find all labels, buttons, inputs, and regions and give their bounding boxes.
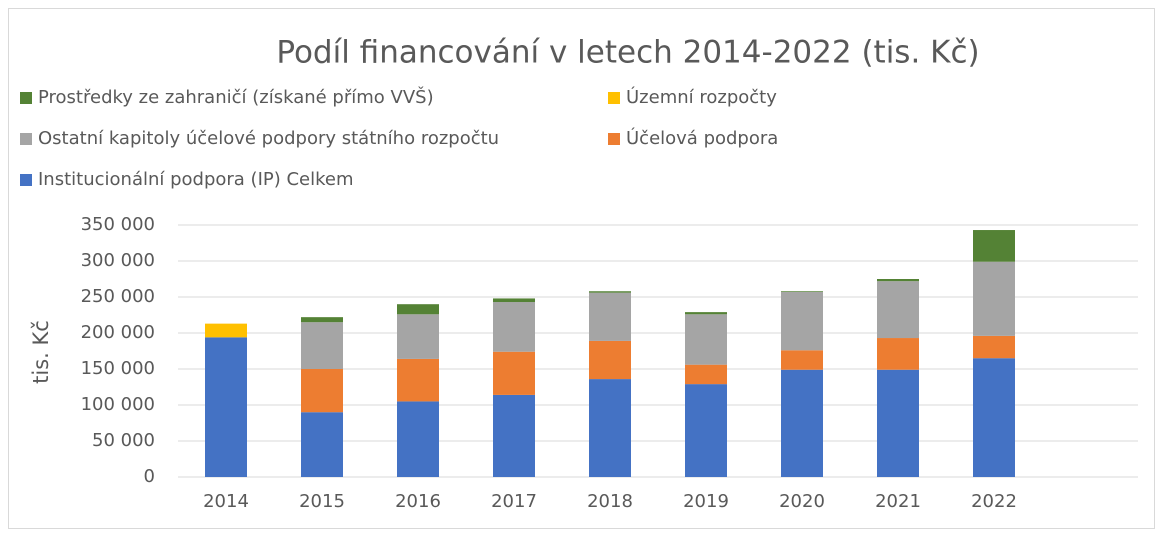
legend-label: Územní rozpočty <box>626 86 777 108</box>
bar-segment <box>205 337 247 477</box>
bar-segment <box>397 304 439 315</box>
bar-segment <box>685 364 727 385</box>
bar-segment <box>877 279 919 282</box>
bar-segment <box>493 351 535 395</box>
chart-title: Podíl financování v letech 2014-2022 (ti… <box>276 35 979 71</box>
bar-segment <box>685 312 727 315</box>
bar-segment <box>877 369 919 477</box>
bar-segment <box>397 314 439 359</box>
x-tick-label: 2022 <box>971 491 1017 512</box>
bar-segment <box>493 298 535 303</box>
bar-segment <box>973 230 1015 262</box>
legend-label: Institucionální podpora (IP) Celkem <box>38 169 354 190</box>
x-tick-label: 2017 <box>491 491 537 512</box>
y-tick-label: 50 000 <box>92 430 155 451</box>
bar-segment <box>493 394 535 477</box>
bar-segment <box>589 292 631 341</box>
bar-segment <box>877 338 919 370</box>
bar-segment <box>781 350 823 370</box>
legend-swatch <box>20 174 32 186</box>
legend-swatch <box>608 133 620 145</box>
legend-label: Prostředky ze zahraničí (získané přímo V… <box>38 86 434 108</box>
x-tick-label: 2014 <box>203 491 249 512</box>
chart-frame <box>8 8 1155 529</box>
bar-segment <box>205 323 247 338</box>
bar-segment <box>685 314 727 365</box>
bar-segment <box>973 261 1015 336</box>
x-tick-label: 2016 <box>395 491 441 512</box>
bar-segment <box>781 291 823 351</box>
bar-segment <box>781 369 823 477</box>
legend-swatch <box>20 92 32 104</box>
y-tick-label: 300 000 <box>81 250 155 271</box>
y-tick-label: 150 000 <box>81 358 155 379</box>
y-tick-label: 0 <box>144 466 155 487</box>
bar-segment <box>397 358 439 402</box>
y-tick-label: 200 000 <box>81 322 155 343</box>
legend-swatch <box>608 92 620 104</box>
y-tick-label: 100 000 <box>81 394 155 415</box>
x-tick-label: 2015 <box>299 491 345 512</box>
bar-segment <box>973 358 1015 477</box>
x-tick-label: 2018 <box>587 491 633 512</box>
bar-segment <box>589 379 631 477</box>
x-tick-label: 2021 <box>875 491 921 512</box>
legend-label: Účelová podpora <box>626 127 778 149</box>
bar-segment <box>877 281 919 339</box>
bar-segment <box>781 291 823 292</box>
bar-segment <box>589 291 631 293</box>
y-tick-label: 350 000 <box>81 214 155 235</box>
bar-segment <box>397 401 439 477</box>
legend-label: Ostatní kapitoly účelové podpory státníh… <box>38 128 499 149</box>
bar-segment <box>589 340 631 380</box>
bar-segment <box>301 317 343 323</box>
bar-segment <box>493 302 535 352</box>
bar-segment <box>301 322 343 369</box>
bar-segment <box>685 384 727 477</box>
bar-segment <box>301 369 343 413</box>
x-tick-label: 2019 <box>683 491 729 512</box>
bar-segment <box>301 412 343 477</box>
legend-swatch <box>20 133 32 145</box>
x-tick-label: 2020 <box>779 491 825 512</box>
y-axis-label: tis. Kč <box>29 320 53 384</box>
bar-segment <box>973 335 1015 359</box>
y-tick-label: 250 000 <box>81 286 155 307</box>
